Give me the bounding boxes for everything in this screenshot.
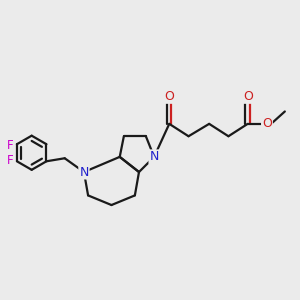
- Text: O: O: [262, 117, 272, 130]
- Text: O: O: [164, 90, 174, 103]
- Text: F: F: [7, 139, 13, 152]
- Text: N: N: [79, 166, 88, 178]
- Text: O: O: [243, 90, 253, 103]
- Text: N: N: [149, 150, 159, 164]
- Text: F: F: [7, 154, 13, 167]
